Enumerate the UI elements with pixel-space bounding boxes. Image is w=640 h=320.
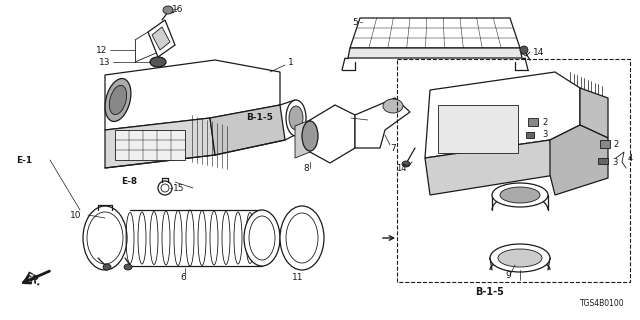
Ellipse shape: [150, 57, 166, 67]
Text: 16: 16: [172, 4, 184, 13]
Ellipse shape: [490, 244, 550, 272]
Text: 3: 3: [542, 130, 547, 139]
Polygon shape: [310, 105, 355, 163]
Ellipse shape: [383, 99, 403, 113]
Ellipse shape: [105, 78, 131, 122]
Text: 12: 12: [96, 45, 108, 54]
Text: 6: 6: [180, 274, 186, 283]
Text: B-1-5: B-1-5: [246, 113, 273, 122]
Bar: [528, 118, 538, 126]
Text: 5: 5: [352, 18, 358, 27]
Polygon shape: [295, 120, 310, 158]
Ellipse shape: [289, 106, 303, 130]
Polygon shape: [348, 48, 522, 58]
Polygon shape: [210, 105, 285, 155]
Text: 14: 14: [533, 47, 545, 57]
Text: E-8: E-8: [122, 177, 138, 186]
Text: 1: 1: [288, 58, 294, 67]
Ellipse shape: [163, 6, 173, 14]
Ellipse shape: [302, 121, 318, 151]
Ellipse shape: [500, 187, 540, 203]
Text: 3: 3: [612, 157, 618, 166]
Bar: [526, 132, 534, 138]
Text: 14: 14: [396, 164, 406, 172]
Ellipse shape: [244, 210, 280, 266]
Ellipse shape: [280, 206, 324, 270]
Ellipse shape: [520, 46, 528, 54]
Ellipse shape: [498, 249, 542, 267]
Ellipse shape: [103, 264, 111, 270]
Polygon shape: [355, 98, 410, 148]
Polygon shape: [550, 125, 608, 195]
Polygon shape: [105, 118, 215, 168]
Polygon shape: [425, 140, 555, 195]
Bar: [115, 130, 185, 160]
Text: 4: 4: [628, 154, 633, 163]
Text: 2: 2: [542, 117, 547, 126]
Text: 15: 15: [173, 183, 184, 193]
Text: 9: 9: [505, 270, 511, 279]
Polygon shape: [105, 60, 280, 130]
Text: FR.: FR.: [22, 271, 43, 289]
Ellipse shape: [286, 100, 306, 136]
Polygon shape: [152, 27, 170, 50]
Polygon shape: [580, 88, 608, 138]
Ellipse shape: [402, 161, 410, 167]
Text: 7: 7: [390, 143, 396, 153]
Polygon shape: [350, 18, 520, 48]
Ellipse shape: [109, 85, 127, 115]
Ellipse shape: [124, 264, 132, 270]
Text: 10: 10: [70, 211, 81, 220]
Text: 11: 11: [292, 274, 303, 283]
Polygon shape: [425, 72, 580, 158]
Bar: [397, 59, 630, 282]
Text: E-1: E-1: [16, 156, 32, 164]
Polygon shape: [148, 20, 175, 57]
Text: 2: 2: [613, 140, 618, 148]
Bar: [598, 158, 608, 164]
Text: TGS4B0100: TGS4B0100: [580, 299, 625, 308]
Bar: [600, 140, 610, 148]
Text: 8: 8: [303, 164, 308, 172]
Ellipse shape: [83, 206, 127, 270]
Bar: [438, 105, 518, 153]
Text: 13: 13: [99, 58, 111, 67]
Ellipse shape: [492, 183, 548, 207]
Text: B-1-5: B-1-5: [476, 287, 504, 297]
